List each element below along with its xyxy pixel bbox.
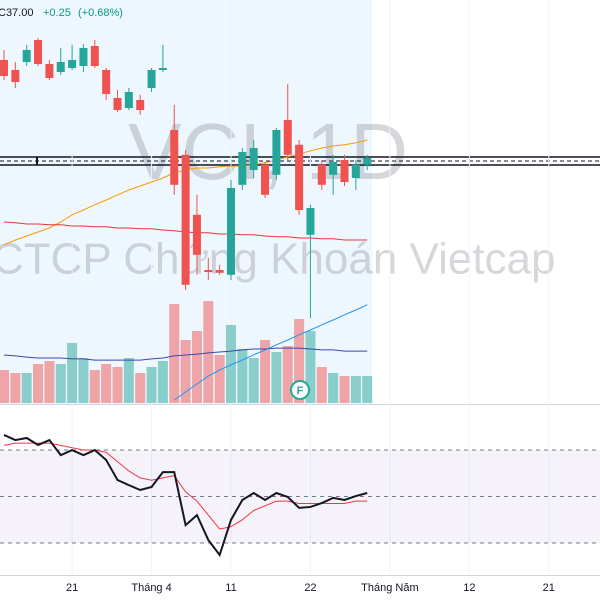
volume-bar: [33, 364, 44, 403]
volume-bar: [203, 301, 214, 403]
candle-body: [68, 60, 77, 68]
candle-body: [113, 98, 122, 110]
x-tick-label: Tháng Năm: [361, 582, 418, 594]
candle-body: [272, 130, 281, 175]
candle-body: [147, 70, 156, 88]
x-tick-label: Tháng 4: [131, 582, 171, 594]
volume-bar: [282, 346, 293, 403]
volume-bar: [362, 376, 373, 403]
volume-bar: [112, 367, 123, 403]
candle-body: [192, 214, 201, 255]
candle-body: [90, 46, 99, 66]
volume-bar: [0, 370, 9, 403]
volume-bar: [328, 373, 339, 403]
oscillator-line: [3, 434, 368, 558]
volume-bar: [316, 367, 327, 403]
volume-bar: [271, 352, 282, 403]
volume-bar: [350, 376, 361, 403]
volume-bar: [157, 361, 168, 403]
candle-body: [351, 164, 360, 178]
candle-body: [317, 164, 326, 185]
volume-bar: [89, 370, 100, 403]
volume-bar: [180, 340, 191, 403]
candle-body: [124, 92, 133, 108]
x-tick-label: 21: [543, 582, 555, 594]
grid: [0, 0, 600, 575]
candle-body: [227, 188, 235, 275]
last-change: +0.25: [43, 7, 71, 19]
volume-bar: [226, 325, 236, 403]
candle-body: [56, 62, 65, 72]
event-marker: [290, 380, 310, 400]
volume-bar: [146, 367, 157, 403]
volume-bar: [294, 319, 305, 403]
candle-body: [79, 48, 88, 66]
volume-bar: [10, 373, 21, 403]
volume-bar: [339, 376, 350, 403]
volume-bar: [101, 364, 112, 403]
candle-body: [0, 60, 8, 76]
candle-body: [158, 68, 167, 70]
volume-bar: [169, 304, 180, 403]
last-change-pct: (+0.68%): [78, 7, 123, 19]
oscillator-signal-line: [3, 442, 368, 530]
volume-bar: [78, 358, 89, 403]
candle-body: [45, 64, 54, 78]
volume-bar: [191, 331, 202, 403]
candle-body: [11, 70, 20, 82]
candle-body: [34, 40, 43, 64]
volume-bar: [67, 343, 78, 403]
x-tick-label: 12: [463, 582, 475, 594]
volume-bar: [21, 373, 32, 403]
volume-ma-line: [3, 347, 368, 361]
last-close: C37.00: [0, 7, 33, 19]
candle-body: [283, 120, 292, 155]
x-tick-label: 22: [304, 582, 316, 594]
candle-body: [181, 154, 190, 285]
volume-bar: [237, 349, 248, 403]
candle-body: [136, 100, 145, 110]
volume-bar: [44, 361, 55, 403]
volume-bar: [123, 358, 134, 403]
candle-body: [329, 162, 338, 175]
candle-body: [204, 270, 213, 272]
candle-body: [363, 158, 372, 165]
volume-bar: [135, 373, 146, 403]
candle-body: [238, 152, 247, 185]
volume-bar: [305, 331, 316, 403]
candle-body: [22, 50, 31, 62]
candle-body: [215, 270, 224, 273]
volume-bar: [214, 355, 225, 403]
candle-body: [102, 70, 111, 94]
volume-bar: [248, 358, 259, 403]
volume-bar: [260, 340, 271, 403]
x-tick-label: 21: [66, 582, 78, 594]
candle-body: [295, 144, 304, 210]
moving-average-line: [173, 304, 368, 401]
candle-body: [249, 148, 258, 170]
name-watermark: CTCP Chứng Khoán Vietcap: [0, 235, 556, 284]
plot: [0, 38, 373, 558]
volume-bar: [55, 364, 66, 403]
candle-body: [170, 130, 179, 185]
candle-body: [261, 164, 270, 195]
x-tick-label: 11: [225, 582, 236, 594]
event-marker-label: F: [297, 385, 304, 397]
candle-body: [340, 160, 349, 182]
candle-body: [306, 208, 315, 235]
alert-handle: [36, 157, 38, 165]
